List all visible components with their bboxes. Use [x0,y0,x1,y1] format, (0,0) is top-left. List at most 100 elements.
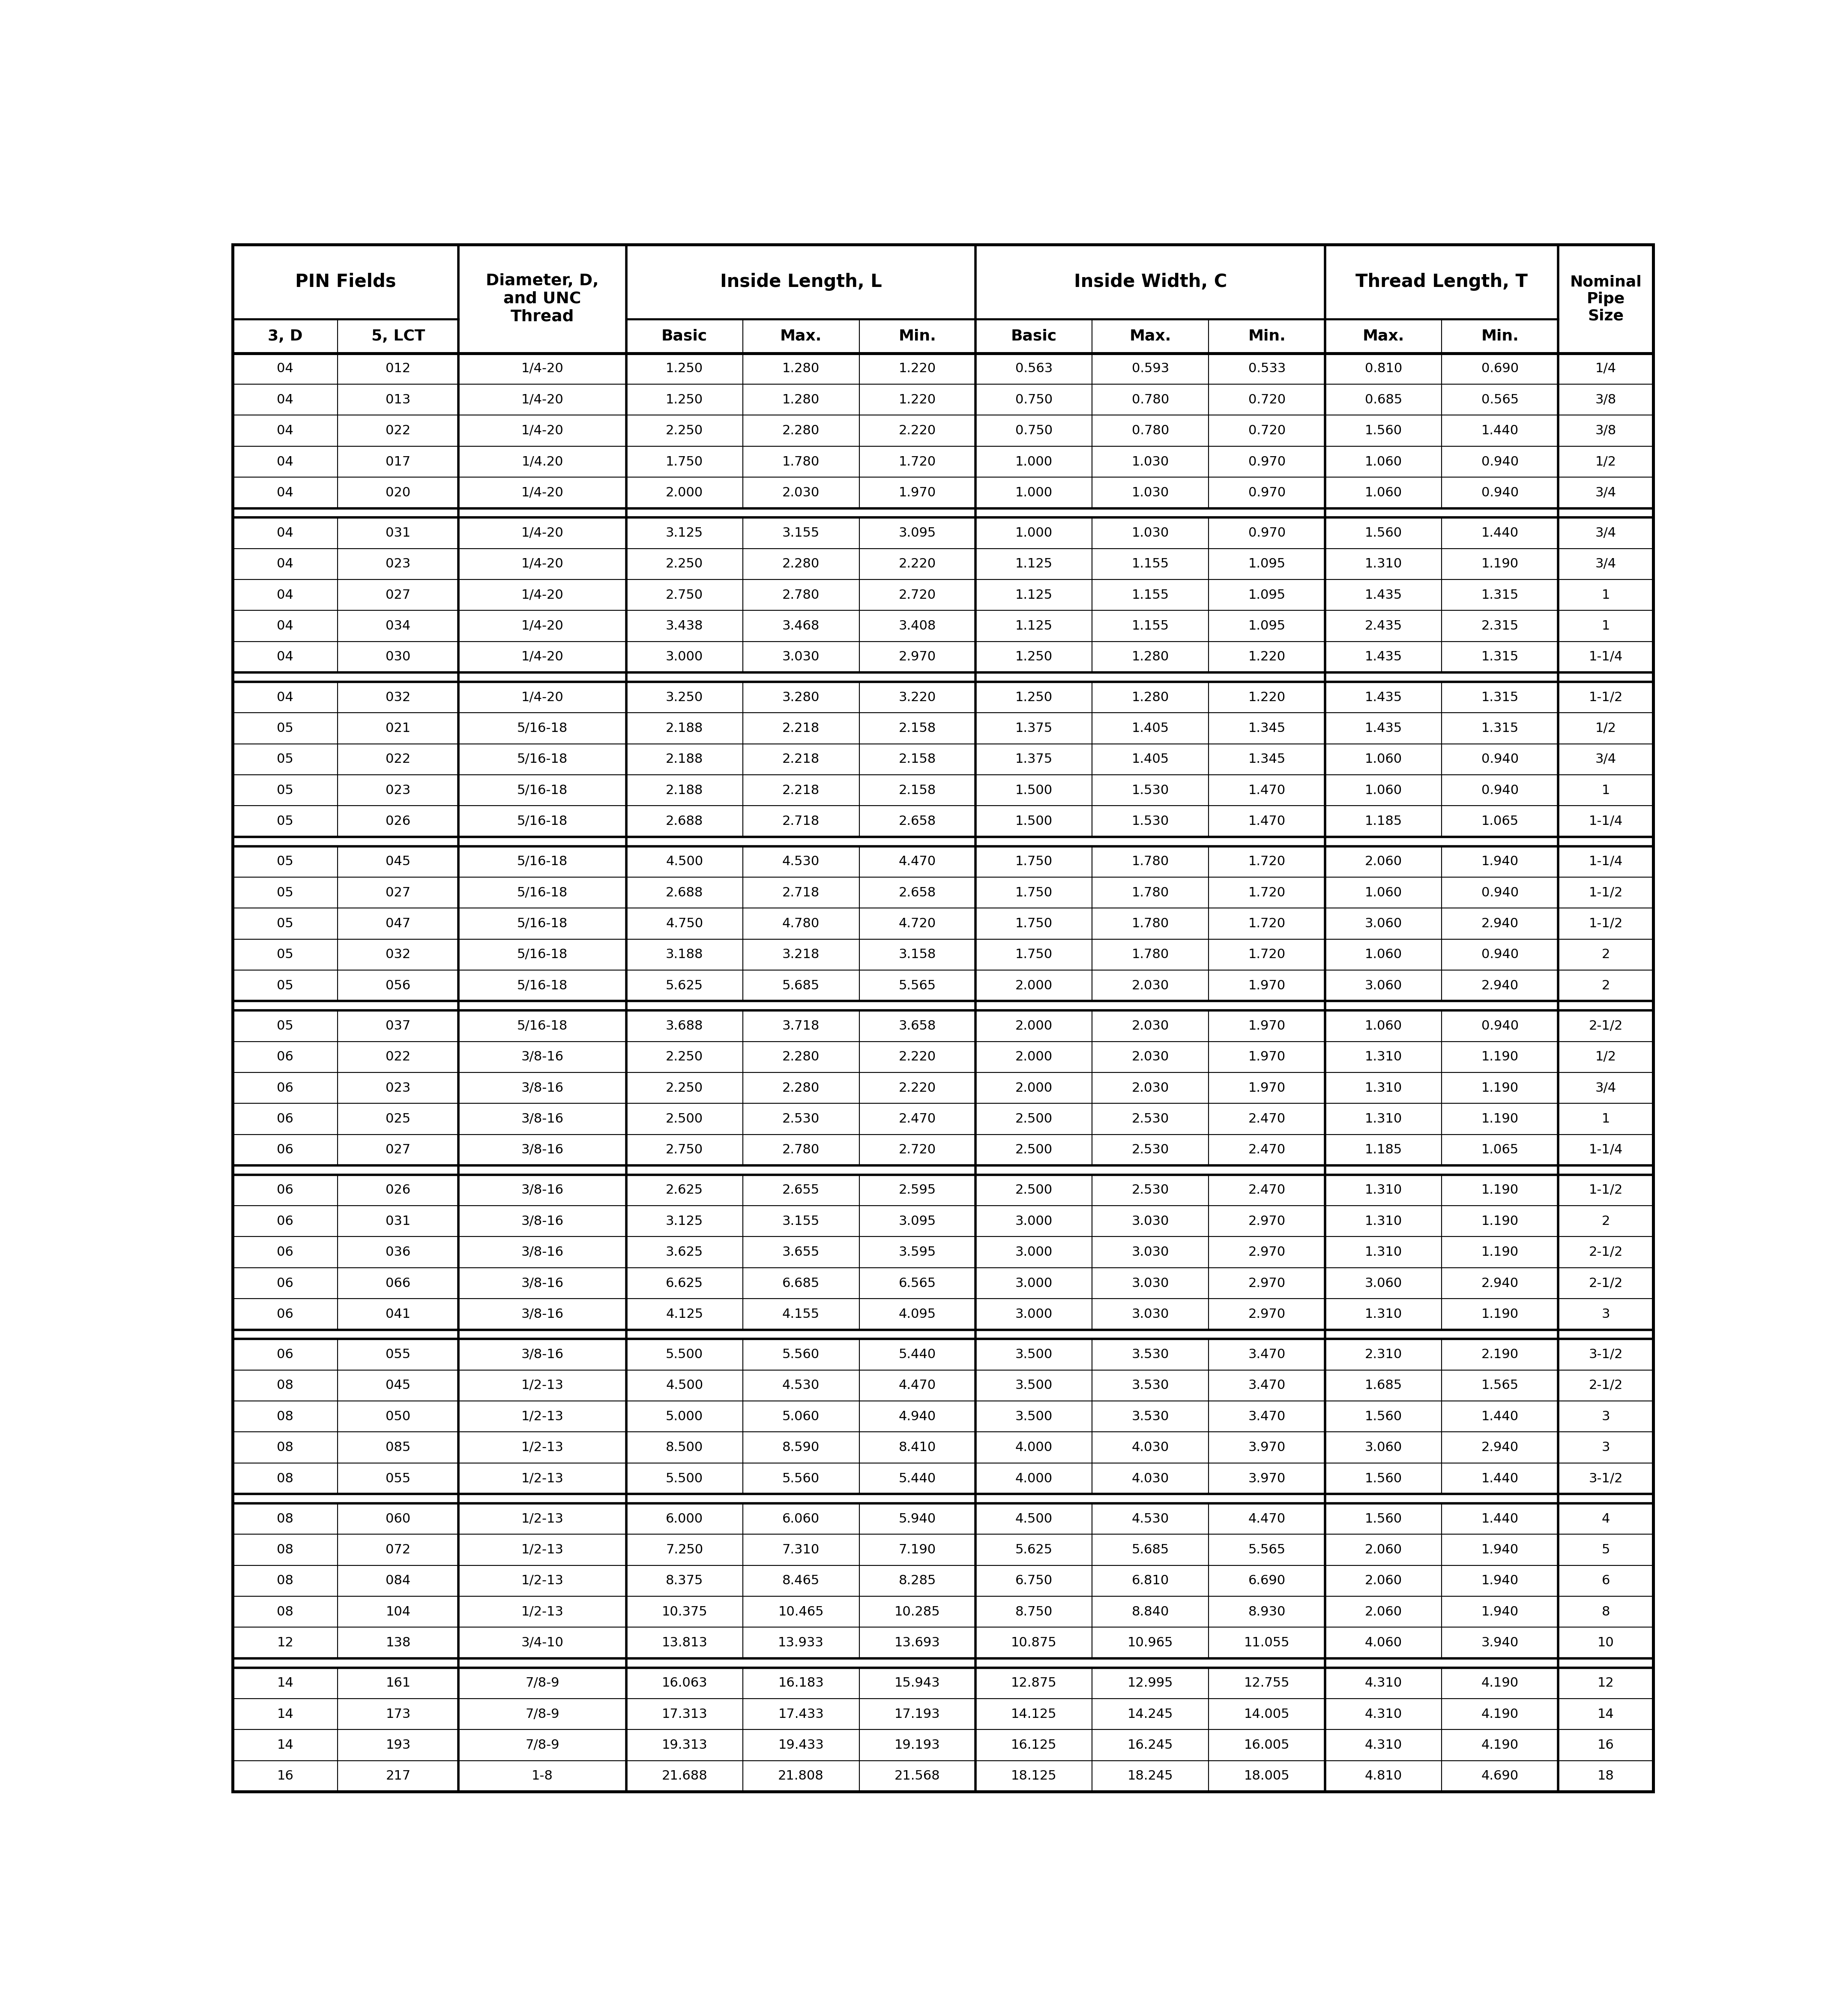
Bar [1443,907,1558,939]
Bar [232,1627,339,1659]
Bar [626,579,743,611]
Bar [339,1339,458,1371]
Bar [458,1042,626,1073]
Text: 3.155: 3.155 [782,1216,819,1228]
Text: 1-1/4: 1-1/4 [1588,814,1623,827]
Bar [975,1339,1093,1371]
Bar [743,1103,859,1135]
Text: 2.688: 2.688 [666,814,703,827]
Bar [975,1667,1093,1699]
Bar [339,1042,458,1073]
Text: 1/2-13: 1/2-13 [521,1544,563,1556]
Text: 1.530: 1.530 [1132,784,1168,796]
Bar [743,1667,859,1699]
Bar [1209,744,1325,774]
Bar [1558,579,1654,611]
Text: Thread Length, T: Thread Length, T [1356,272,1527,290]
Bar [626,244,975,319]
Bar [1093,877,1209,907]
Bar [626,1268,743,1298]
Text: 4.780: 4.780 [782,917,819,929]
Bar [743,1730,859,1760]
Bar [339,1730,458,1760]
Bar [339,939,458,970]
Bar [458,1298,626,1331]
Text: 5: 5 [1601,1544,1610,1556]
Text: 3.000: 3.000 [1016,1276,1052,1290]
Text: 1/2: 1/2 [1595,1050,1616,1062]
Text: 10.465: 10.465 [778,1605,824,1619]
Bar [1093,744,1209,774]
Bar [339,1564,458,1597]
Bar [1443,641,1558,673]
Text: 2.250: 2.250 [666,1050,703,1062]
Bar [1325,548,1443,579]
Bar [339,353,458,385]
Bar [1325,1431,1443,1464]
Text: 3.000: 3.000 [1016,1308,1052,1320]
Text: 1.280: 1.280 [1132,651,1168,663]
Text: 2.280: 2.280 [782,1050,819,1062]
Bar [232,1002,1654,1010]
Bar [1093,641,1209,673]
Bar [339,1073,458,1103]
Text: 1/4-20: 1/4-20 [521,393,563,405]
Text: 19.433: 19.433 [778,1740,824,1752]
Bar [339,714,458,744]
Bar [1558,774,1654,806]
Text: 3.470: 3.470 [1248,1349,1286,1361]
Text: 1-1/2: 1-1/2 [1588,691,1623,704]
Bar [975,806,1093,837]
Bar [975,1597,1093,1627]
Bar [232,1534,339,1564]
Text: 0.940: 0.940 [1481,456,1518,468]
Bar [458,806,626,837]
Text: 04: 04 [278,526,294,538]
Text: 5/16-18: 5/16-18 [517,855,569,867]
Text: 13.933: 13.933 [778,1637,824,1649]
Text: 2-1/2: 2-1/2 [1588,1020,1623,1032]
Bar [1209,415,1325,446]
Bar [1443,548,1558,579]
Bar [1325,1073,1443,1103]
Text: 1.310: 1.310 [1365,1183,1402,1195]
Text: 04: 04 [278,363,294,375]
Text: 5.685: 5.685 [782,980,819,992]
Bar [859,1564,975,1597]
Text: 4.690: 4.690 [1481,1770,1518,1782]
Bar [743,1564,859,1597]
Bar [859,1730,975,1760]
Bar [458,1236,626,1268]
Bar [1093,1135,1209,1165]
Text: 3/8-16: 3/8-16 [521,1183,563,1195]
Bar [626,1073,743,1103]
Text: 0.563: 0.563 [1016,363,1052,375]
Text: 7/8-9: 7/8-9 [526,1677,559,1689]
Text: 1.185: 1.185 [1365,814,1402,827]
Bar [1325,939,1443,970]
Bar [458,518,626,548]
Bar [1325,1206,1443,1236]
Bar [1443,1339,1558,1371]
Text: 0.533: 0.533 [1248,363,1286,375]
Text: 17.313: 17.313 [662,1708,707,1720]
Bar [232,1760,339,1792]
Bar [975,1073,1093,1103]
Bar [1558,1534,1654,1564]
Text: 3.030: 3.030 [782,651,819,663]
Text: 1/4.20: 1/4.20 [521,456,563,468]
Text: 1.310: 1.310 [1365,1246,1402,1258]
Text: 1.220: 1.220 [1248,691,1286,704]
Bar [458,1175,626,1206]
Text: 017: 017 [386,456,410,468]
Text: 2: 2 [1601,1216,1610,1228]
Bar [1443,681,1558,714]
Bar [859,446,975,478]
Text: 8.465: 8.465 [782,1574,819,1587]
Text: 1/4-20: 1/4-20 [521,486,563,498]
Text: 4.750: 4.750 [666,917,703,929]
Text: 06: 06 [278,1308,294,1320]
Bar [743,446,859,478]
Text: 1.750: 1.750 [1016,855,1052,867]
Text: 1.250: 1.250 [666,393,703,405]
